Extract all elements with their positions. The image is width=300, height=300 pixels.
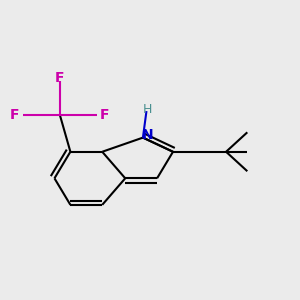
- Text: F: F: [100, 108, 110, 122]
- Text: H: H: [142, 103, 152, 116]
- Text: F: F: [10, 108, 20, 122]
- Text: N: N: [141, 128, 153, 142]
- Text: F: F: [55, 71, 64, 85]
